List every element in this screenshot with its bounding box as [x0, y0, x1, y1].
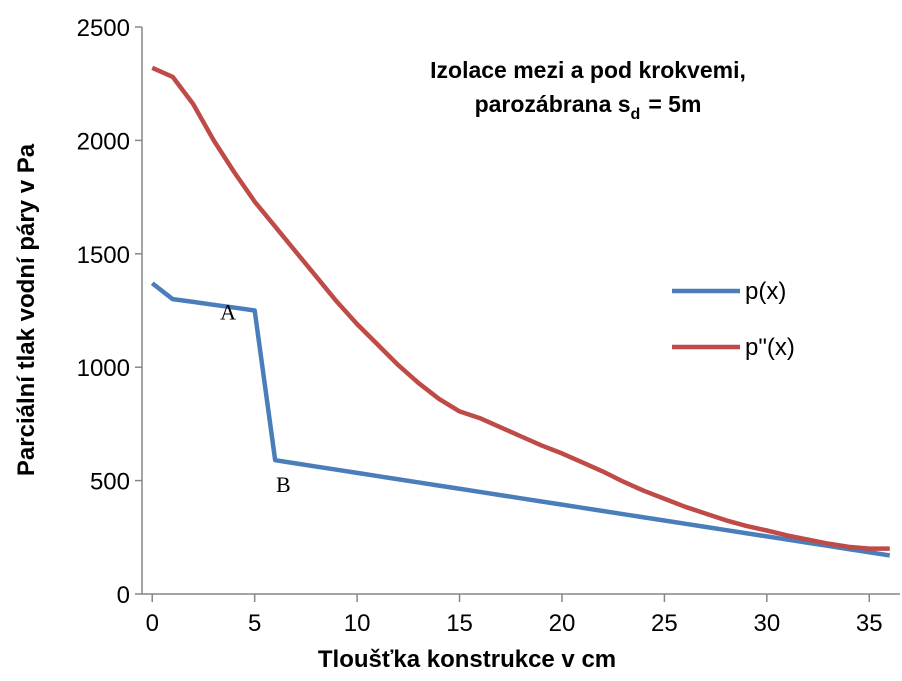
- x-tick-label: 10: [344, 610, 371, 637]
- annotation: A: [220, 300, 236, 325]
- x-tick-label: 35: [856, 610, 883, 637]
- chart-title-sub: d: [631, 106, 641, 123]
- chart-title: parozábrana sd = 5m: [475, 91, 702, 123]
- y-tick-label: 500: [90, 469, 130, 496]
- legend-label: p"(x): [745, 334, 795, 361]
- y-tick-label: 0: [117, 582, 130, 609]
- x-tick-label: 25: [651, 610, 678, 637]
- x-tick-label: 20: [549, 610, 576, 637]
- chart-title-part: = 5m: [648, 91, 701, 117]
- y-tick-label: 1000: [77, 355, 130, 382]
- y-tick-label: 2500: [77, 15, 130, 42]
- chart-title-part: parozábrana s: [475, 91, 631, 117]
- x-tick-label: 5: [248, 610, 261, 637]
- annotation: B: [276, 472, 291, 497]
- data-line: [151, 65, 890, 551]
- legend-label: p(x): [745, 278, 786, 305]
- data-line: [150, 281, 891, 558]
- y-axis-title: Parciální tlak vodní páry v Pa: [13, 143, 40, 476]
- y-tick-label: 2000: [77, 128, 130, 155]
- x-axis-title: Tloušťka konstrukce v cm: [318, 646, 616, 673]
- x-tick-label: 0: [146, 610, 159, 637]
- x-tick-label: 15: [446, 610, 473, 637]
- chart-title: Izolace mezi a pod krokvemi,: [430, 57, 746, 83]
- x-tick-label: 30: [753, 610, 780, 637]
- y-tick-label: 1500: [77, 242, 130, 269]
